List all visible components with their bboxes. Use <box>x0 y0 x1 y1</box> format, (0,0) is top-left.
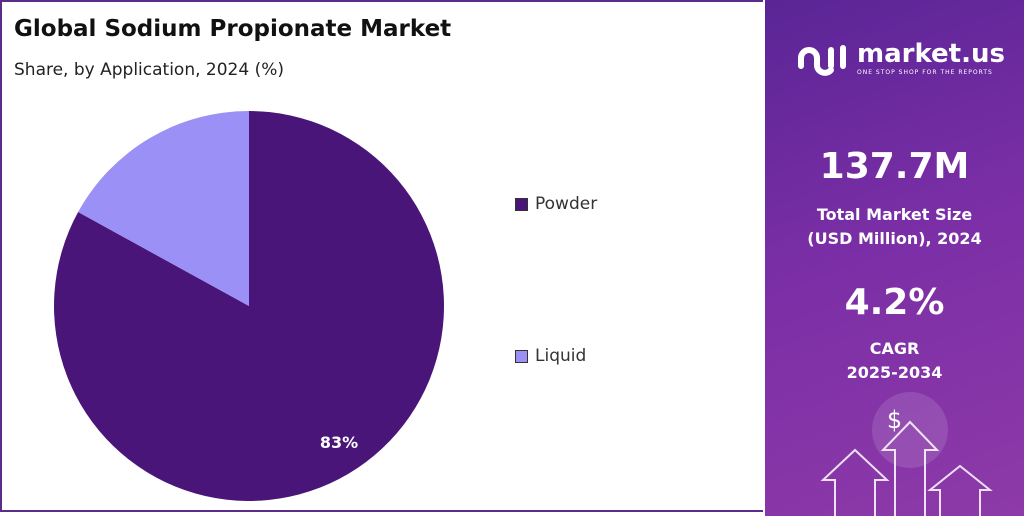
market-size-value: 137.7M <box>819 146 970 187</box>
cagr-label: CAGR <box>869 339 920 358</box>
legend-item-liquid: Liquid <box>515 346 586 366</box>
pie-chart: 83% <box>54 111 445 501</box>
legend-swatch <box>515 349 528 363</box>
arrows-decoration-icon <box>820 392 993 516</box>
chart-title: Global Sodium Propionate Market <box>14 16 452 42</box>
logo-icon <box>798 45 846 76</box>
dollar-icon: $ <box>886 406 903 434</box>
chart-panel: Global Sodium Propionate Market Share, b… <box>0 0 763 512</box>
legend-item-powder: Powder <box>515 194 597 214</box>
market-us-logo: market.us ONE STOP SHOP FOR THE REPORTS <box>795 38 1005 78</box>
summary-panel: $ market.us ONE STOP SHOP FOR THE REPORT… <box>765 0 1024 516</box>
market-size-label-2: (USD Million), 2024 <box>807 229 982 248</box>
chart-subtitle: Share, by Application, 2024 (%) <box>14 60 284 80</box>
legend-label: Liquid <box>535 346 587 366</box>
cagr-period: 2025-2034 <box>846 363 943 382</box>
market-size-label: Total Market Size <box>816 205 973 224</box>
data-label: 83% <box>320 433 358 452</box>
pie-slice-powder <box>54 111 445 501</box>
brand-tagline: ONE STOP SHOP FOR THE REPORTS <box>857 68 993 76</box>
legend-swatch <box>515 197 528 211</box>
brand-name: market.us <box>857 38 1005 69</box>
pie-slice-liquid <box>78 111 249 306</box>
legend-label: Powder <box>535 194 598 214</box>
cagr-value: 4.2% <box>844 282 945 323</box>
